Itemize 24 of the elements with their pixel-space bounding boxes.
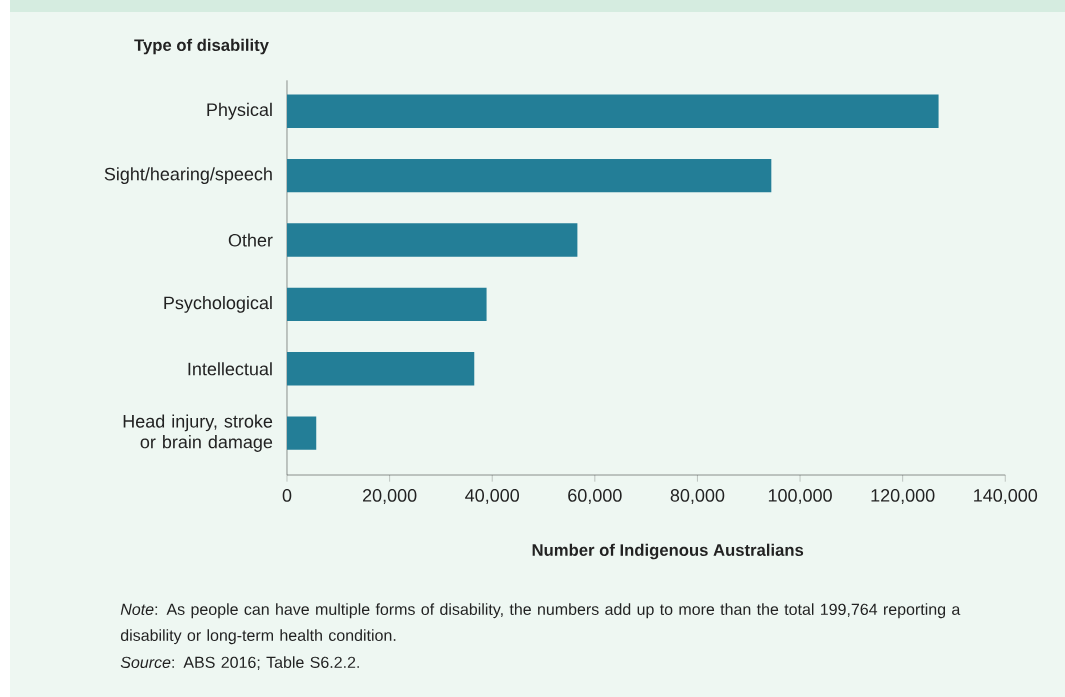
x-tick-label: 0 bbox=[282, 489, 292, 502]
y-tick-label: Sight/hearing/speech bbox=[104, 167, 272, 185]
x-axis-title: Number of Indigenous Australians bbox=[532, 543, 804, 560]
text: Source: ABS 2016; Table S6.2.2. bbox=[120, 656, 359, 670]
x-tick-label: 80,000 bbox=[670, 489, 725, 504]
bar bbox=[287, 416, 317, 450]
x-tick-label: 140,000 bbox=[974, 489, 1038, 504]
bar bbox=[287, 223, 578, 257]
bar bbox=[287, 94, 939, 128]
x-tick-label: 100,000 bbox=[768, 489, 832, 504]
y-tick-label: Psychological bbox=[164, 296, 272, 313]
text: Note: As people can have multiple forms of disability, the numbers add up to more than the total 199,764 reporting a disability or long-term health condition. bbox=[120, 603, 961, 645]
y-tick-label: Physical bbox=[207, 102, 272, 120]
y-tick-label: Head injury, stroke or brain damage bbox=[123, 414, 273, 452]
x-tick-label: 120,000 bbox=[871, 489, 935, 504]
y-tick-label: Other bbox=[228, 233, 273, 247]
y-axis-title: Type of disability bbox=[134, 38, 269, 55]
y-tick-label: Intellectual bbox=[188, 362, 272, 376]
x-tick-label: 20,000 bbox=[362, 489, 417, 504]
x-tick-label: 60,000 bbox=[568, 489, 622, 504]
bar bbox=[287, 287, 487, 322]
bar bbox=[287, 352, 475, 386]
bar bbox=[287, 158, 772, 193]
x-tick-label: 40,000 bbox=[465, 489, 520, 504]
